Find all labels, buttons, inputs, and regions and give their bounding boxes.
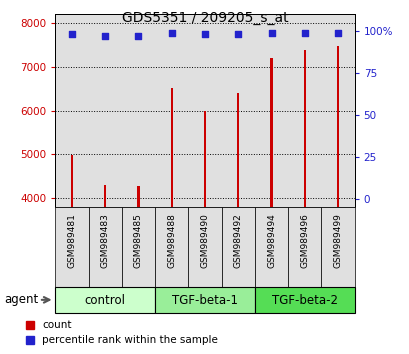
Bar (121, 207, 155, 287)
Bar (254, 207, 288, 287)
Bar (88, 207, 121, 287)
Point (135, 33, 142, 39)
Text: GSM989492: GSM989492 (233, 213, 242, 268)
Bar (55, 287, 155, 313)
Bar (303, 50, 305, 207)
Bar (288, 207, 321, 287)
Point (102, 33, 108, 39)
Point (168, 30, 175, 35)
Bar (236, 93, 239, 207)
Point (234, 32, 241, 37)
Text: GSM989481: GSM989481 (67, 213, 76, 268)
Bar (254, 287, 354, 313)
Text: GSM989496: GSM989496 (299, 213, 308, 268)
Text: control: control (85, 293, 126, 307)
Bar (71, 155, 73, 207)
Text: GSM989485: GSM989485 (134, 213, 143, 268)
Point (69, 32, 75, 37)
Text: GSM989499: GSM989499 (333, 213, 342, 268)
Bar (155, 207, 188, 287)
Text: GSM989488: GSM989488 (167, 213, 176, 268)
Text: GSM989490: GSM989490 (200, 213, 209, 268)
Point (201, 32, 208, 37)
Bar (104, 185, 106, 207)
Bar (336, 46, 338, 207)
Text: agent: agent (4, 293, 38, 306)
Bar (55, 207, 88, 287)
Legend: count, percentile rank within the sample: count, percentile rank within the sample (22, 316, 222, 350)
Point (334, 30, 340, 35)
Text: TGF-beta-1: TGF-beta-1 (172, 293, 237, 307)
Text: GSM989483: GSM989483 (101, 213, 110, 268)
Bar (137, 186, 139, 207)
Text: GSM989494: GSM989494 (266, 213, 275, 268)
Bar (270, 58, 272, 207)
Text: GDS5351 / 209205_s_at: GDS5351 / 209205_s_at (121, 11, 288, 25)
Bar (155, 287, 254, 313)
Bar (321, 207, 354, 287)
Bar (170, 88, 173, 207)
Bar (188, 207, 221, 287)
Point (301, 30, 307, 35)
Bar (203, 110, 206, 207)
Point (267, 30, 274, 35)
Text: TGF-beta-2: TGF-beta-2 (271, 293, 337, 307)
Bar (221, 207, 254, 287)
